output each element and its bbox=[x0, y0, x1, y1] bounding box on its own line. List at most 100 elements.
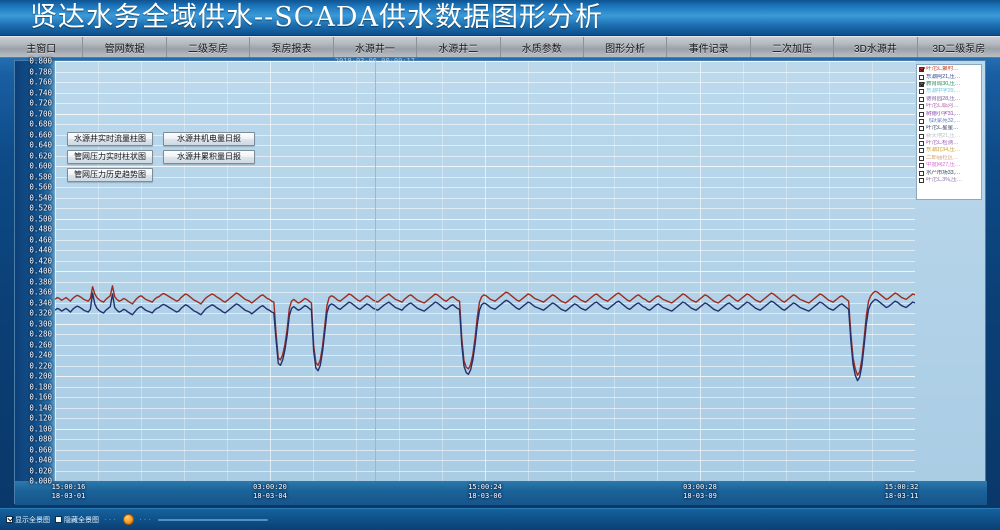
x-axis-tick-label: 03:00:28 18-03-09 bbox=[683, 483, 717, 500]
series-legend-panel[interactable]: 叶沱汇聚村… 东潮阿21,压… 教育局30,压… 东潮中学29,… 德育园28,压… 叶沱… bbox=[916, 64, 982, 200]
legend-checkbox[interactable] bbox=[919, 133, 924, 139]
statusbar-trailing-dots: ··· bbox=[139, 515, 153, 524]
legend-item-label: 东潮北34,压… bbox=[926, 147, 961, 154]
btn-wellhead-realtime-flow-bar[interactable]: 水源井实时流量柱图 bbox=[67, 132, 153, 146]
legend-item[interactable]: 叶沱汇检测… bbox=[919, 140, 980, 147]
grid-line-vertical-minor bbox=[872, 61, 873, 481]
grid-line-vertical-minor bbox=[356, 61, 357, 481]
nav-source-well-2[interactable]: 水源井二 bbox=[417, 37, 501, 57]
series-lines bbox=[55, 61, 915, 422]
legend-item-label: 德育园28,压… bbox=[926, 95, 961, 102]
legend-checkbox[interactable] bbox=[919, 163, 924, 169]
x-axis-background bbox=[15, 481, 987, 505]
legend-checkbox[interactable] bbox=[919, 141, 924, 147]
legend-item[interactable]: 飞跃家苑32,… bbox=[919, 118, 980, 125]
x-tick-time: 15:00:32 bbox=[884, 483, 919, 491]
legend-checkbox[interactable] bbox=[919, 111, 924, 117]
legend-item-label: 二郎庙社区… bbox=[926, 154, 959, 161]
statusbar-hide-overview-label: 隐藏全景图 bbox=[64, 516, 99, 524]
grid-line-vertical-minor bbox=[184, 61, 185, 481]
legend-item-label: 水产市场33,… bbox=[926, 169, 961, 176]
page-title: 贤达水务全域供水--SCADA供水数据图形分析 bbox=[30, 2, 604, 33]
legend-checkbox[interactable] bbox=[919, 74, 924, 80]
nav-secondary-pump-room[interactable]: 二级泵房 bbox=[167, 37, 251, 57]
legend-checkbox[interactable] bbox=[919, 67, 924, 73]
y-axis-strip bbox=[15, 61, 55, 505]
legend-checkbox[interactable] bbox=[919, 96, 924, 102]
main-navigation-bar: 主窗口 管网数据 二级泵房 泵房报表 水源井一 水源井二 水质参数 图形分析 事件记录 二次加压 3… bbox=[0, 36, 1000, 58]
series-line-1 bbox=[55, 293, 915, 381]
checkbox-box bbox=[55, 516, 62, 523]
nav-3d-source-well[interactable]: 3D水源井 bbox=[834, 37, 918, 57]
legend-item[interactable]: 叶沱汇聚村… bbox=[919, 66, 980, 73]
x-tick-time: 15:00:24 bbox=[468, 483, 502, 491]
legend-item-label: 东潮中学29,… bbox=[926, 88, 961, 95]
legend-item[interactable]: 教育局30,压… bbox=[919, 81, 980, 88]
grid-line-vertical-minor bbox=[399, 61, 400, 481]
button-row: 管网压力历史趋势图 bbox=[67, 168, 255, 182]
grid-line-vertical-minor bbox=[657, 61, 658, 481]
legend-item[interactable]: 叶沱汇临河… bbox=[919, 103, 980, 110]
nav-event-log[interactable]: 事件记录 bbox=[667, 37, 751, 57]
statusbar-show-overview-label: 显示全景图 bbox=[15, 516, 50, 524]
grid-line-vertical-minor bbox=[313, 61, 314, 481]
chart-control-buttons: 水源井实时流量柱图 水源井机电量日报 管网压力实时柱状图 水源井累积量日报 管网压力历史… bbox=[67, 132, 255, 186]
grid-line-vertical bbox=[55, 61, 56, 481]
nav-source-well-1[interactable]: 水源井一 bbox=[334, 37, 418, 57]
nav-graph-analysis[interactable]: 图形分析 bbox=[584, 37, 668, 57]
legend-item[interactable]: 德育园28,压… bbox=[919, 96, 980, 103]
x-tick-time: 03:00:20 bbox=[253, 483, 287, 491]
nav-main-window[interactable]: 主窗口 bbox=[0, 37, 84, 57]
legend-checkbox[interactable] bbox=[919, 126, 924, 132]
nav-3d-secondary-pump[interactable]: 3D二级泵房 bbox=[932, 43, 986, 55]
legend-checkbox[interactable] bbox=[919, 81, 924, 87]
legend-item[interactable]: 树德小学31,… bbox=[919, 110, 980, 117]
statusbar-show-overview-checkbox[interactable]: 显示全景图 bbox=[6, 515, 50, 525]
nav-water-quality-params[interactable]: 水质参数 bbox=[501, 37, 584, 57]
statusbar-progress-line bbox=[158, 518, 268, 521]
legend-item-label: 飞跃家苑32,… bbox=[926, 117, 961, 124]
x-tick-date: 18-03-01 bbox=[51, 491, 86, 500]
legend-checkbox[interactable] bbox=[919, 89, 924, 95]
x-tick-date: 18-03-11 bbox=[884, 491, 919, 500]
cursor-line[interactable] bbox=[374, 61, 376, 481]
grid-line-vertical-minor bbox=[528, 61, 529, 481]
settings-orb-icon[interactable] bbox=[123, 514, 134, 525]
cursor-timestamp-label: 2018-03-06 00:00:17 bbox=[334, 57, 415, 65]
legend-item[interactable]: 叶沱汇星星… bbox=[919, 125, 980, 132]
grid-line-vertical bbox=[700, 61, 701, 481]
nav-pipe-network-data[interactable]: 管网数据 bbox=[83, 37, 167, 57]
x-axis-tick-label: 03:00:20 18-03-04 bbox=[253, 483, 287, 500]
nav-secondary-pressurization[interactable]: 二次加压 bbox=[751, 37, 835, 57]
grid-line-vertical-minor bbox=[442, 61, 443, 481]
btn-wellhead-cumulative-daily-report[interactable]: 水源井累积量日报 bbox=[163, 150, 255, 164]
legend-checkbox[interactable] bbox=[919, 170, 924, 176]
legend-item[interactable]: 中度网27,压… bbox=[919, 162, 980, 169]
plot-area[interactable] bbox=[55, 61, 915, 481]
btn-pipe-pressure-realtime-bar[interactable]: 管网压力实时柱状图 bbox=[67, 150, 153, 164]
btn-wellhead-power-daily-report[interactable]: 水源井机电量日报 bbox=[163, 132, 255, 146]
statusbar-hide-overview-checkbox[interactable]: 隐藏全景图 bbox=[55, 515, 99, 525]
legend-item[interactable]: 东潮阿21,压… bbox=[919, 73, 980, 80]
btn-pipe-pressure-history-trend[interactable]: 管网压力历史趋势图 bbox=[67, 168, 153, 182]
legend-item[interactable]: 叶沱汇3%,压… bbox=[919, 177, 980, 184]
legend-checkbox[interactable] bbox=[919, 178, 924, 184]
title-bar: 贤达水务全域供水--SCADA供水数据图形分析 bbox=[0, 0, 1000, 36]
x-axis-tick-label: 15:00:32 18-03-11 bbox=[885, 483, 919, 500]
legend-item-label: 中度网27,压… bbox=[926, 162, 961, 169]
legend-item[interactable]: 东潮北34,压… bbox=[919, 147, 980, 154]
legend-checkbox[interactable] bbox=[919, 155, 924, 161]
nav-pump-room-report[interactable]: 泵房报表 bbox=[250, 37, 334, 57]
legend-checkbox[interactable] bbox=[919, 118, 924, 124]
legend-checkbox[interactable] bbox=[919, 148, 924, 154]
x-tick-date: 18-03-06 bbox=[468, 491, 502, 500]
legend-item[interactable]: 水产市场33,… bbox=[919, 169, 980, 176]
legend-item[interactable]: 东潮中学29,… bbox=[919, 88, 980, 95]
grid-line-vertical-minor bbox=[829, 61, 830, 481]
legend-item[interactable]: 二郎庙社区… bbox=[919, 155, 980, 162]
button-row: 水源井实时流量柱图 水源井机电量日报 bbox=[67, 132, 255, 146]
legend-item[interactable]: 新天地21,压… bbox=[919, 133, 980, 140]
legend-checkbox[interactable] bbox=[919, 104, 924, 110]
grid-line-vertical-minor bbox=[98, 61, 99, 481]
